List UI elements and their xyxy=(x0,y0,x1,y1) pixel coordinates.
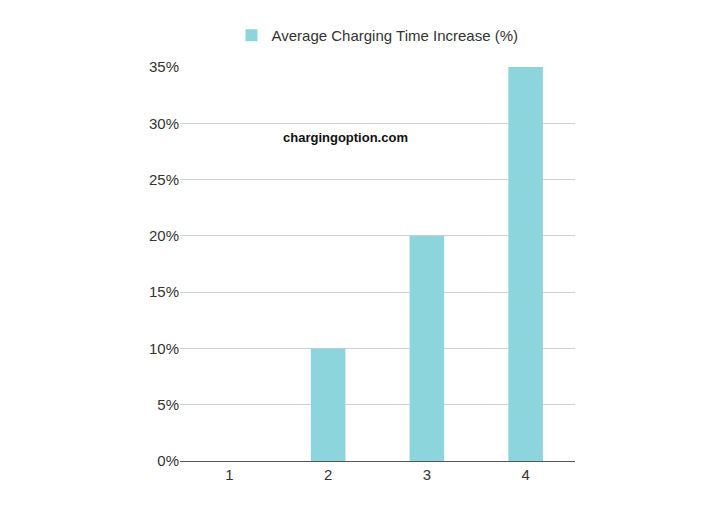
svg-text:Average Charging Time Increase: Average Charging Time Increase (%) xyxy=(272,27,519,44)
svg-text:chargingoption.com: chargingoption.com xyxy=(283,130,408,145)
svg-text:15%: 15% xyxy=(149,283,179,300)
svg-text:1: 1 xyxy=(225,466,233,483)
svg-text:2: 2 xyxy=(324,466,332,483)
svg-text:4: 4 xyxy=(521,466,529,483)
svg-text:3: 3 xyxy=(423,466,431,483)
svg-text:25%: 25% xyxy=(149,171,179,188)
svg-text:35%: 35% xyxy=(149,58,179,75)
svg-text:5%: 5% xyxy=(157,396,179,413)
svg-text:20%: 20% xyxy=(149,227,179,244)
svg-text:0%: 0% xyxy=(157,452,179,469)
svg-text:10%: 10% xyxy=(149,340,179,357)
svg-text:30%: 30% xyxy=(149,115,179,132)
